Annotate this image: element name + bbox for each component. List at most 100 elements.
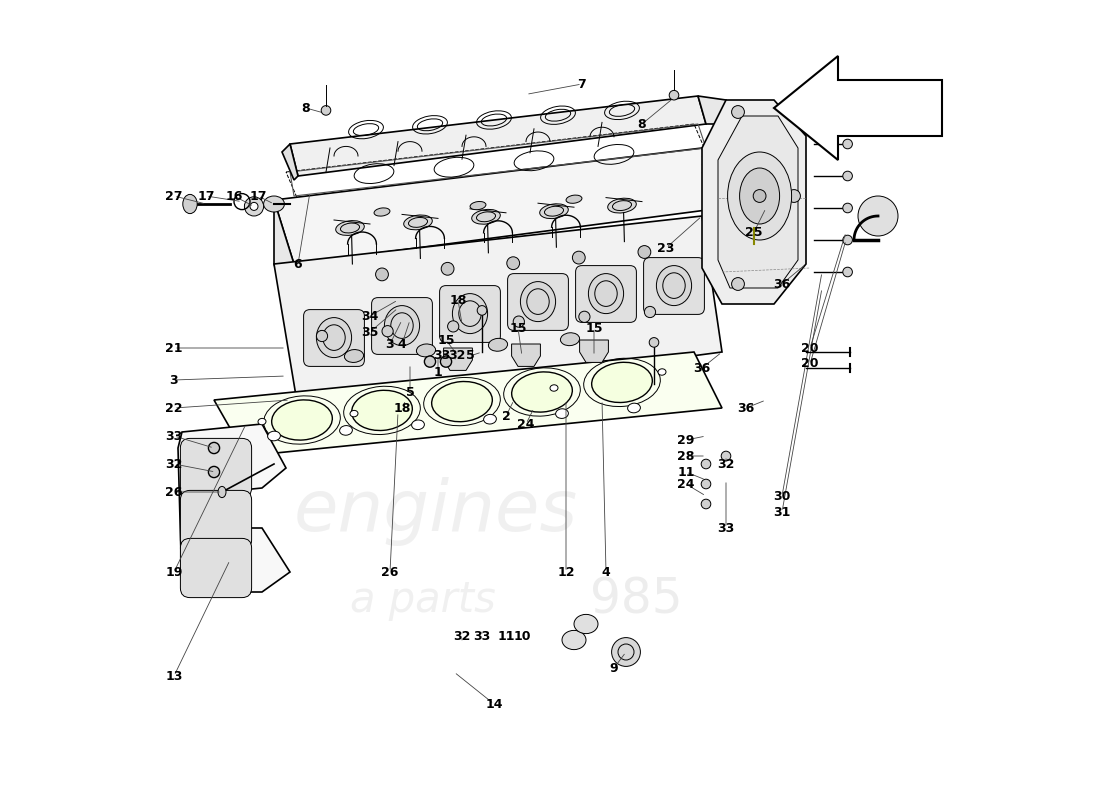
Ellipse shape (350, 410, 358, 417)
Ellipse shape (272, 400, 332, 440)
Text: 2: 2 (502, 410, 510, 422)
Ellipse shape (843, 139, 852, 149)
Text: 31: 31 (773, 506, 791, 518)
Text: 9: 9 (609, 662, 618, 674)
Ellipse shape (550, 385, 558, 391)
Text: a parts: a parts (350, 579, 496, 621)
Text: 12: 12 (558, 566, 574, 578)
Polygon shape (580, 340, 608, 362)
Ellipse shape (732, 106, 745, 118)
Ellipse shape (317, 318, 352, 358)
Text: 14: 14 (485, 698, 503, 710)
Ellipse shape (448, 321, 459, 332)
Ellipse shape (732, 278, 745, 290)
Text: 30: 30 (773, 490, 791, 502)
Ellipse shape (336, 221, 364, 235)
Ellipse shape (250, 202, 258, 210)
Text: 15: 15 (509, 322, 527, 334)
Text: 23: 23 (658, 242, 674, 254)
Ellipse shape (843, 171, 852, 181)
Text: 32: 32 (165, 458, 183, 470)
Text: 32: 32 (453, 630, 471, 642)
Ellipse shape (264, 196, 285, 212)
Polygon shape (274, 148, 722, 264)
FancyBboxPatch shape (507, 274, 569, 330)
Ellipse shape (321, 106, 331, 115)
Ellipse shape (657, 266, 692, 306)
Ellipse shape (588, 274, 624, 314)
Ellipse shape (727, 152, 792, 240)
Ellipse shape (701, 459, 711, 469)
Ellipse shape (658, 369, 666, 375)
Ellipse shape (560, 333, 580, 346)
Ellipse shape (701, 499, 711, 509)
Ellipse shape (317, 330, 328, 342)
Ellipse shape (477, 306, 487, 315)
Ellipse shape (484, 414, 496, 424)
Polygon shape (178, 424, 290, 592)
Ellipse shape (344, 350, 364, 362)
Ellipse shape (628, 403, 640, 413)
Text: 19: 19 (165, 566, 183, 578)
FancyBboxPatch shape (575, 266, 637, 322)
Text: 16: 16 (226, 190, 243, 202)
Ellipse shape (470, 202, 486, 210)
Ellipse shape (645, 306, 656, 318)
Ellipse shape (208, 466, 220, 478)
Text: 36: 36 (693, 362, 711, 374)
Ellipse shape (452, 294, 487, 334)
Ellipse shape (425, 356, 436, 367)
Ellipse shape (592, 362, 652, 402)
Ellipse shape (612, 638, 640, 666)
Polygon shape (702, 100, 806, 304)
Text: 4: 4 (602, 566, 610, 578)
Ellipse shape (472, 210, 500, 224)
Text: 24: 24 (517, 418, 535, 430)
Text: 4: 4 (397, 338, 406, 350)
Ellipse shape (540, 204, 569, 218)
Text: 5: 5 (465, 350, 474, 362)
FancyBboxPatch shape (180, 490, 252, 550)
Ellipse shape (566, 195, 582, 203)
Text: 8: 8 (638, 118, 647, 130)
Ellipse shape (843, 203, 852, 213)
Ellipse shape (649, 338, 659, 347)
Polygon shape (698, 96, 726, 124)
FancyBboxPatch shape (372, 298, 432, 354)
Text: 17: 17 (250, 190, 266, 202)
Text: 15: 15 (585, 322, 603, 334)
FancyBboxPatch shape (304, 310, 364, 366)
Ellipse shape (574, 614, 598, 634)
Text: 21: 21 (165, 342, 183, 354)
Ellipse shape (374, 208, 389, 216)
Text: 33: 33 (717, 522, 735, 534)
FancyBboxPatch shape (644, 258, 704, 314)
Ellipse shape (340, 426, 352, 435)
Ellipse shape (488, 338, 507, 351)
Ellipse shape (183, 194, 197, 214)
Ellipse shape (607, 198, 636, 213)
Text: engines: engines (294, 478, 579, 546)
Ellipse shape (404, 215, 432, 230)
Polygon shape (718, 116, 798, 288)
Text: 33: 33 (433, 350, 451, 362)
Text: 11: 11 (497, 630, 515, 642)
FancyBboxPatch shape (180, 538, 252, 598)
Text: 11: 11 (678, 466, 695, 478)
Ellipse shape (562, 630, 586, 650)
Ellipse shape (431, 382, 493, 422)
Polygon shape (774, 56, 942, 160)
Text: 5: 5 (406, 386, 415, 398)
Ellipse shape (669, 90, 679, 100)
Ellipse shape (384, 306, 419, 346)
Ellipse shape (507, 257, 519, 270)
Text: 26: 26 (382, 566, 398, 578)
Ellipse shape (417, 344, 436, 357)
Text: 8: 8 (301, 102, 310, 114)
Ellipse shape (843, 235, 852, 245)
Polygon shape (290, 96, 706, 176)
Text: 18: 18 (449, 294, 466, 306)
Text: 28: 28 (678, 450, 695, 462)
Ellipse shape (858, 196, 898, 236)
Text: 27: 27 (165, 190, 183, 202)
